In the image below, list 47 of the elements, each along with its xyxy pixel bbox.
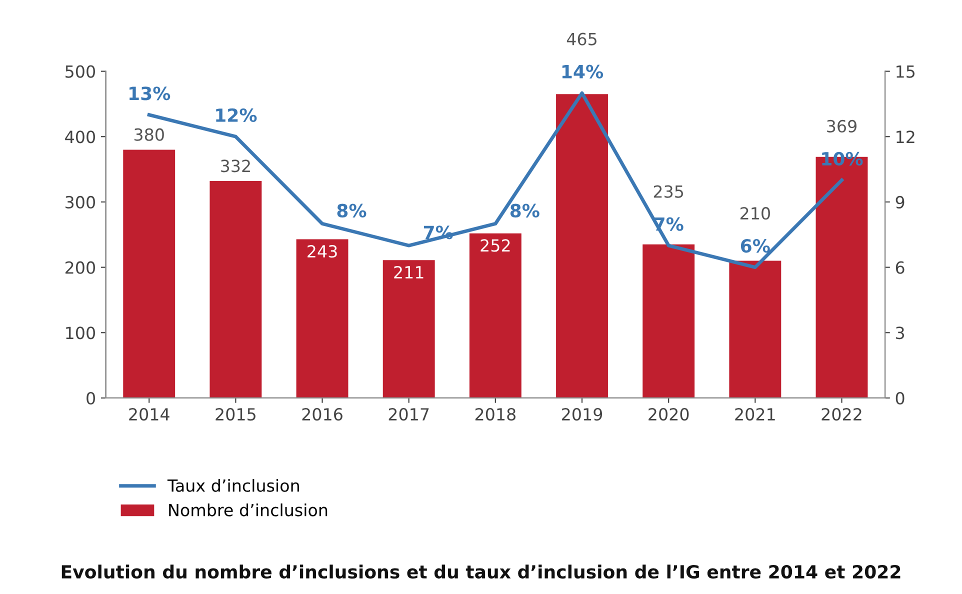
y-tick-label: 200 [66, 261, 95, 274]
x-tick-label: 2020 [648, 408, 689, 421]
legend-label: Nombre d’inclusion [169, 503, 328, 516]
data-label: 211 [394, 266, 424, 278]
data-label: 235 [654, 185, 684, 198]
bar [556, 94, 608, 398]
data-label: 243 [308, 245, 337, 258]
data-label: 8% [337, 204, 366, 218]
x-tick-label: 2016 [302, 408, 342, 421]
y-tick-label: 300 [66, 196, 95, 209]
x-tick-label: 2014 [129, 408, 170, 421]
bar [123, 150, 176, 398]
text: Evolution du nombre d’inclusions et du taux d’inclusion de l’IG entre 2014 et 2022 [62, 564, 900, 579]
y2-tick-label: 0 [896, 392, 904, 405]
y-tick-label: 500 [66, 65, 95, 78]
bar [469, 233, 522, 398]
data-label: 12% [216, 108, 257, 122]
data-label: 369 [827, 120, 856, 133]
y2-tick-label: 6 [896, 261, 904, 274]
y-tick-label: 400 [65, 130, 95, 144]
y2-tick-label: 3 [896, 326, 904, 340]
data-label: 465 [566, 32, 596, 46]
data-label: 332 [221, 160, 250, 172]
y-tick-label: 100 [66, 326, 95, 340]
bar [729, 260, 782, 398]
legend-label: Taux d’inclusion [167, 479, 299, 492]
data-label: 6% [740, 239, 770, 253]
bar [382, 260, 435, 398]
x-tick-label: 2018 [475, 408, 516, 421]
y-tick-label: 0 [86, 392, 95, 405]
y2-tick-label: 15 [896, 65, 915, 78]
data-label: 8% [510, 204, 540, 218]
bar [642, 244, 695, 398]
x-tick-label: 2015 [216, 408, 256, 421]
y2-tick-label: 9 [896, 196, 904, 209]
data-label: 380 [134, 128, 164, 141]
x-tick-label: 2022 [822, 408, 862, 421]
data-label: 210 [740, 207, 770, 220]
bar [296, 239, 348, 398]
x-tick-label: 2021 [735, 408, 775, 421]
data-label: 252 [480, 239, 510, 252]
data-label: 13% [130, 86, 170, 100]
y2-tick-label: 12 [896, 130, 914, 143]
data-label: 14% [562, 64, 604, 78]
bar [210, 181, 262, 398]
x-tick-label: 2019 [562, 408, 602, 421]
x-tick-label: 2017 [388, 408, 429, 421]
